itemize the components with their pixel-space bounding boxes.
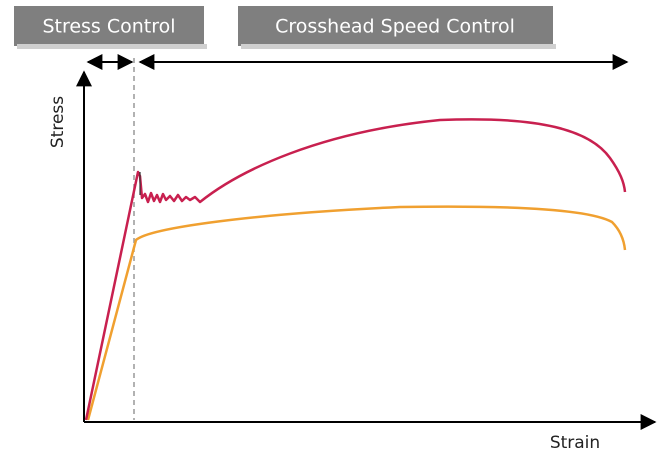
box-shadow [241,44,556,49]
red-curve [84,118,627,421]
orange-curve [86,205,627,421]
stress-control-box [14,6,204,46]
crosshead-label: Crosshead Speed Control [275,16,515,38]
stress-control-label: Stress Control [42,16,175,38]
x-axis-label: Strain [550,433,600,453]
y-axis-label: Stress [48,96,68,148]
box-shadow [17,44,207,49]
crosshead-box [238,6,553,46]
